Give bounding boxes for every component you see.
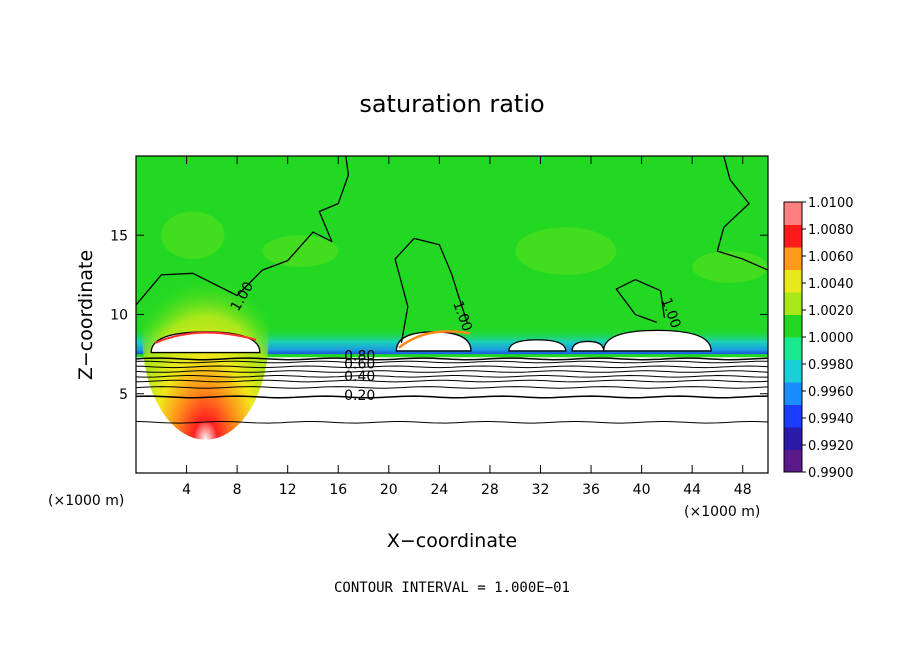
- colorbar-tick-label: 1.0000: [808, 331, 854, 346]
- x-unit-left: (×1000 m): [48, 493, 124, 509]
- cloud-region: [603, 329, 712, 352]
- x-axis-label: X−coordinate: [387, 530, 517, 552]
- colorbar-swatch: [784, 202, 802, 225]
- contour-line: [136, 357, 768, 361]
- contour-line: [136, 386, 768, 389]
- contour-label: 0.80: [344, 348, 375, 364]
- field-patch: [692, 251, 768, 283]
- colorbar: 1.0100 1.0080 1.0060 1.0040 1.0020 1.0000 0.99…: [783, 196, 854, 481]
- contour-line: [136, 360, 768, 364]
- contour-line: [136, 374, 768, 378]
- colorbar-tick-label: 0.9960: [808, 385, 854, 400]
- x-tick-label: 48: [734, 482, 752, 498]
- colorbar-swatch: [784, 449, 802, 473]
- x-tick-label: 16: [329, 482, 347, 498]
- x-tick-label: 40: [633, 482, 651, 498]
- contour-line: [136, 421, 768, 424]
- y-tick-label: 5: [119, 387, 128, 403]
- contour-line: [136, 370, 768, 373]
- contour-interval-note: CONTOUR INTERVAL = 1.000E−01: [334, 580, 570, 596]
- colorbar-swatch: [784, 224, 802, 248]
- colorbar-swatch: [784, 247, 802, 270]
- x-tick-label: 44: [683, 482, 701, 498]
- field-patch: [262, 235, 339, 267]
- contour-label: 0.60: [344, 356, 375, 372]
- contour-line: [136, 379, 768, 383]
- colorbar-tick-label: 0.9940: [808, 412, 854, 427]
- contour-line-1.00: [716, 156, 768, 271]
- y-axis: 5 10 15: [110, 228, 768, 403]
- contour-line-1.00: [394, 237, 468, 344]
- contour-line-1.00: [136, 156, 350, 306]
- colorbar-tick-label: 0.9980: [808, 358, 854, 373]
- x-tick-label: 12: [279, 482, 297, 498]
- colorbar-tick-label: 0.9920: [808, 439, 854, 454]
- contour-label: 0.20: [344, 388, 375, 404]
- x-tick-label: 32: [532, 482, 550, 498]
- x-tick-label: 20: [380, 482, 398, 498]
- contour-line: [136, 395, 768, 399]
- x-tick-label: 8: [233, 482, 242, 498]
- plot-area: 1.001.00 1.000.800.600.400.20: [136, 156, 768, 473]
- colorbar-tick-label: 1.0020: [808, 304, 854, 319]
- y-tick-label: 15: [110, 228, 128, 244]
- contour-label: 0.40: [344, 369, 375, 385]
- colorbar-tick-label: 1.0040: [808, 277, 854, 292]
- y-tick-label: 10: [110, 308, 128, 324]
- x-tick-label: 36: [582, 482, 600, 498]
- x-tick-label: 28: [481, 482, 499, 498]
- colorbar-tick-label: 1.0100: [808, 196, 854, 211]
- x-axis: 4 8 12 16 20 24 28 32 36 40 44 48: [182, 156, 752, 498]
- colorbar-swatch: [784, 337, 802, 360]
- colorbar-swatch: [784, 269, 802, 293]
- x-tick-label: 24: [430, 482, 448, 498]
- colorbar-swatch: [784, 404, 802, 428]
- contour-line-1.00: [615, 278, 666, 324]
- cloud-region: [571, 340, 605, 352]
- colorbar-swatch: [784, 359, 802, 383]
- colorbar-swatch: [784, 427, 802, 450]
- cloud-region: [508, 339, 567, 352]
- colorbar-tick-label: 1.0060: [808, 250, 854, 265]
- contour-line: [136, 365, 768, 369]
- colorbar-swatch: [784, 382, 802, 405]
- y-axis-label: Z−coordinate: [75, 250, 97, 380]
- colorbar-swatch: [784, 314, 802, 338]
- colorbar-tick-label: 0.9900: [808, 466, 854, 481]
- supersaturated-rim: [398, 330, 470, 349]
- x-unit-right: (×1000 m): [684, 504, 760, 520]
- colorbar-tick-label: 1.0080: [808, 223, 854, 238]
- field-patch: [515, 227, 617, 275]
- supersaturated-rim: [154, 331, 257, 344]
- colorbar-swatch: [784, 292, 802, 315]
- chart-title: saturation ratio: [359, 90, 544, 118]
- x-tick-label: 4: [182, 482, 191, 498]
